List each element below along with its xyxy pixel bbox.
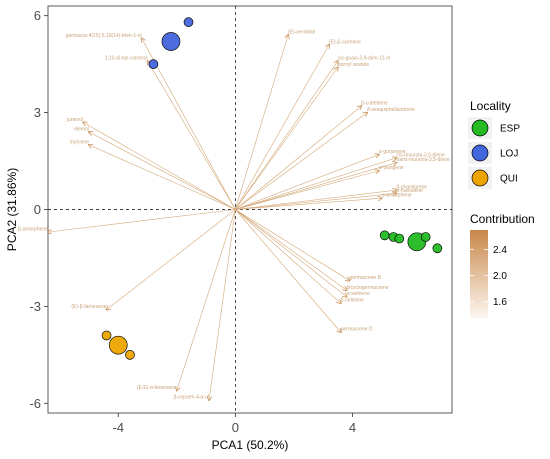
variable-label: α-selinene (347, 291, 370, 297)
variable-label: bornyl acetate (338, 62, 370, 68)
sample-points (101, 17, 443, 360)
variable-arrow (235, 190, 396, 210)
variable-arrow (235, 163, 396, 210)
variable-arrow (235, 61, 337, 210)
variable-label: junenol (66, 117, 83, 123)
variable-label: α-ylangene (379, 165, 404, 171)
colorbar-title: Contribution (470, 212, 535, 226)
sample-point-qui (125, 350, 135, 360)
variable-label: β-selinene (341, 298, 364, 304)
variable-arrow (48, 209, 236, 233)
variable-label: β-amorphene (18, 227, 48, 233)
colorbar-tick-label: 1.6 (493, 297, 507, 308)
variable-arrow (235, 35, 288, 210)
variable-label: (E)-β-farnesene (71, 304, 106, 310)
variable-label: (E,E)-α-farnesene (137, 385, 177, 391)
variable-arrow (89, 132, 236, 210)
legend-label: ESP (500, 124, 520, 135)
y-axis-title: PCA2 (31.86%) (5, 168, 19, 251)
variable-arrows: germacra-4(15),5,10(14)-trien-1-ol 1,10-d… (18, 30, 450, 401)
variable-arrow (235, 209, 340, 304)
sample-point-loj (148, 59, 159, 69)
legend-label: LOJ (500, 149, 518, 160)
sample-point-qui (108, 335, 128, 355)
legend-key-qui (471, 169, 489, 187)
sample-point-qui (101, 330, 112, 341)
variable-label: δ-sesquiphellandrene (367, 107, 415, 113)
variable-arrow (148, 61, 236, 210)
variable-arrow (235, 67, 337, 210)
variable-label: elemol (74, 126, 89, 132)
colorbar-tick-label: 2.4 (493, 245, 507, 256)
variable-arrow (235, 198, 381, 210)
variable-label: α-amorphene (382, 193, 412, 199)
variable-label: germacrene D (341, 327, 373, 333)
variable-arrow (83, 122, 236, 210)
y-tick-label: 0 (34, 202, 41, 217)
variable-label: germacra-4(15),5,10(14)-trien-1-ol (66, 33, 142, 39)
legend-label: QUI (500, 174, 518, 185)
axes: -4 0 4 -6 -3 0 3 6 (29, 8, 356, 435)
variable-label: trans-muurola-3,5-diene (396, 157, 450, 163)
legend-key-esp (471, 119, 489, 137)
x-tick-label: 4 (349, 420, 356, 435)
variable-label: α-humulene (396, 188, 423, 194)
legend-title: Locality (470, 99, 511, 113)
variable-label: bicyclogermacrene (347, 285, 389, 291)
variable-arrow (235, 106, 361, 210)
colorbar-gradient (470, 230, 488, 318)
sample-point-esp (432, 243, 443, 254)
variable-arrow (235, 113, 367, 210)
variable-arrow (235, 209, 346, 291)
variable-label: cis-muurola-3,5-diene (396, 152, 445, 158)
sample-point-esp (420, 232, 431, 242)
plot-panel (47, 5, 453, 414)
variable-label: (E)-β-ocimene (329, 39, 361, 45)
variable-arrow (177, 209, 236, 391)
variable-arrow (235, 209, 349, 281)
variable-arrow (235, 209, 340, 333)
variable-arrow (235, 209, 346, 297)
variable-label: germacrene B (350, 275, 382, 281)
legend-key-loj (471, 144, 489, 162)
variable-arrow (235, 155, 378, 210)
variable-label: α-gurjunene (379, 149, 406, 155)
colorbar-tick-label: 2.0 (493, 271, 507, 282)
sample-point-esp (379, 230, 390, 241)
variable-arrow (235, 158, 396, 210)
variable-arrow (235, 45, 329, 210)
variable-label: (E)-nerolidol (288, 30, 315, 36)
colorbar-contribution: Contribution 2.4 2.0 1.6 (470, 212, 535, 318)
variable-label: β-cubebene (361, 101, 388, 107)
x-axis-title: PCA1 (50.2%) (212, 438, 289, 452)
y-tick-label: 3 (34, 105, 41, 120)
variable-arrow (209, 209, 236, 401)
variable-label: cis-guaia-3,9-dien-11-ol (338, 55, 390, 61)
variable-arrow (107, 209, 236, 310)
variable-label: β-chamigrene (396, 185, 427, 191)
variable-arrow (235, 193, 396, 210)
y-tick-label: 6 (34, 8, 41, 23)
sample-point-loj (161, 32, 181, 51)
variable-arrow (235, 171, 378, 210)
sample-point-esp (394, 233, 405, 244)
y-tick-label: -6 (29, 396, 41, 411)
variable-label: 1,10-di-epi-cubenol (105, 55, 148, 61)
sample-point-loj (183, 17, 194, 28)
variable-label: myrcene (70, 139, 89, 145)
x-tick-label: 0 (232, 420, 239, 435)
y-tick-label: -3 (29, 299, 41, 314)
legend-locality: Locality ESP LOJ QUI (468, 99, 520, 189)
x-tick-label: -4 (112, 420, 124, 435)
variable-arrow (89, 145, 236, 210)
variable-label: β-copaen-4-α-ol (173, 395, 209, 401)
